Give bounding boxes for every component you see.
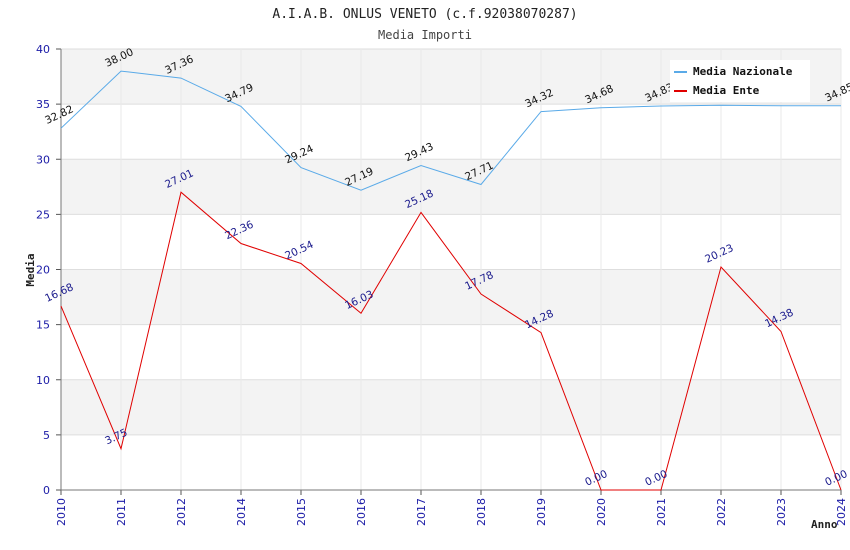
grid-band: [61, 434, 841, 490]
x-tick-label: 2023: [775, 498, 788, 526]
x-tick-label: 2014: [235, 498, 248, 526]
grid-band: [61, 159, 841, 215]
x-tick-label: 2012: [175, 498, 188, 526]
legend-label-ente: Media Ente: [693, 84, 760, 97]
y-tick-label: 0: [43, 484, 50, 497]
x-tick-label: 2021: [655, 498, 668, 526]
x-tick-label: 2022: [715, 498, 728, 526]
x-tick-label: 2017: [415, 498, 428, 526]
axes: 0 5 10 15 20 25 30 35 40 2010 2011 2012 2014 2015 2016…: [36, 43, 848, 526]
y-tick-label: 20: [36, 264, 50, 277]
legend: Media Nazionale Media Ente: [670, 60, 810, 102]
y-tick-label: 25: [36, 208, 50, 221]
series-line-nazionale: [60, 70, 841, 191]
grid-band: [61, 324, 841, 380]
x-tick-label: 2016: [355, 498, 368, 526]
x-tick-label: 2019: [535, 498, 548, 526]
x-tick-label: 2010: [55, 498, 68, 526]
grid-band: [61, 104, 841, 160]
chart-title: A.I.A.B. ONLUS VENETO (c.f.92038070287): [272, 7, 577, 22]
y-tick-label: 40: [36, 43, 50, 56]
x-tick-label: 2015: [295, 498, 308, 526]
y-tick-label: 5: [43, 429, 50, 442]
legend-box: [670, 60, 810, 102]
x-tick-label: 2020: [595, 498, 608, 526]
x-tick-label: 2018: [475, 498, 488, 526]
x-axis-title: Anno: [811, 518, 838, 531]
y-tick-label: 30: [36, 153, 50, 166]
chart-subtitle: Media Importi: [378, 28, 472, 42]
grid-band: [61, 269, 841, 325]
x-tick-label: 2024: [835, 498, 848, 526]
legend-label-nazionale: Media Nazionale: [693, 65, 793, 78]
grid-band: [61, 379, 841, 435]
series-line-ente: [60, 191, 842, 491]
y-tick-label: 10: [36, 374, 50, 387]
grid: [60, 48, 842, 491]
y-tick-label: 35: [36, 98, 50, 111]
y-axis-title: Media: [24, 253, 37, 286]
y-tick-label: 15: [36, 319, 50, 332]
grid-band: [61, 214, 841, 270]
series-lines: [60, 70, 842, 491]
x-tick-label: 2011: [115, 498, 128, 526]
